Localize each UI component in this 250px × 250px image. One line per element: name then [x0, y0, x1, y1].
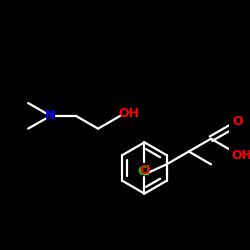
Text: O: O [232, 115, 243, 128]
Text: OH: OH [232, 149, 250, 162]
Text: OH: OH [119, 106, 140, 120]
Text: N: N [45, 109, 56, 122]
Text: O: O [139, 164, 150, 177]
Text: Cl: Cl [138, 165, 151, 178]
